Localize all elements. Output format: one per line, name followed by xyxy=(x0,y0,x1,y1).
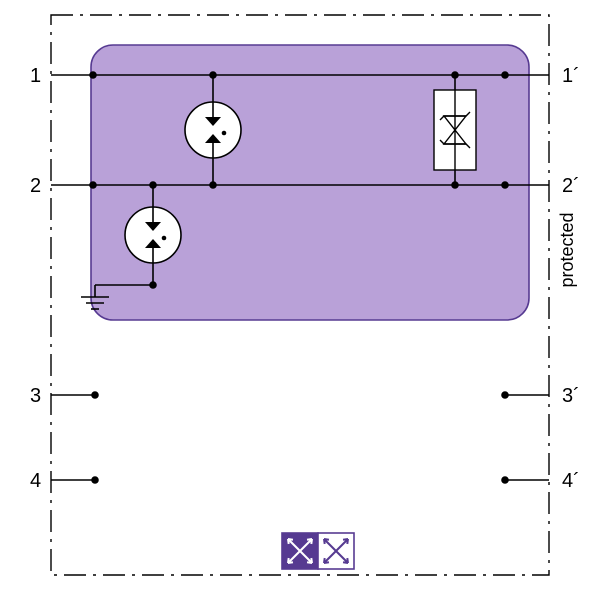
terminal-label: 2´ xyxy=(562,175,580,197)
junction-node xyxy=(451,71,459,79)
terminal-label: 2 xyxy=(30,175,41,197)
terminal-dot xyxy=(89,181,97,189)
terminal-label: 3´ xyxy=(562,385,580,407)
protection-module-box xyxy=(91,45,529,320)
junction-node xyxy=(209,181,217,189)
gdt-1-icon xyxy=(185,102,241,158)
footer-icon-1 xyxy=(282,533,318,569)
terminal-label: 3 xyxy=(30,385,41,407)
terminal-label: 4´ xyxy=(562,470,580,492)
protected-label: protected xyxy=(557,212,577,287)
junction-node xyxy=(209,71,217,79)
terminal-dot xyxy=(501,476,509,484)
terminal-dot xyxy=(91,391,99,399)
terminal-dot xyxy=(91,476,99,484)
terminal-dot xyxy=(501,181,509,189)
junction-node xyxy=(451,181,459,189)
gdt-2-icon xyxy=(125,207,181,263)
footer-icon-2 xyxy=(318,533,354,569)
terminal-dot xyxy=(501,391,509,399)
junction-node xyxy=(149,181,157,189)
terminal-label: 1 xyxy=(30,65,41,87)
terminal-label: 4 xyxy=(30,470,41,492)
terminal-dot xyxy=(501,71,509,79)
junction-node xyxy=(149,281,157,289)
tvs-diode-icon xyxy=(434,90,476,170)
terminal-dot xyxy=(89,71,97,79)
terminal-label: 1´ xyxy=(562,65,580,87)
